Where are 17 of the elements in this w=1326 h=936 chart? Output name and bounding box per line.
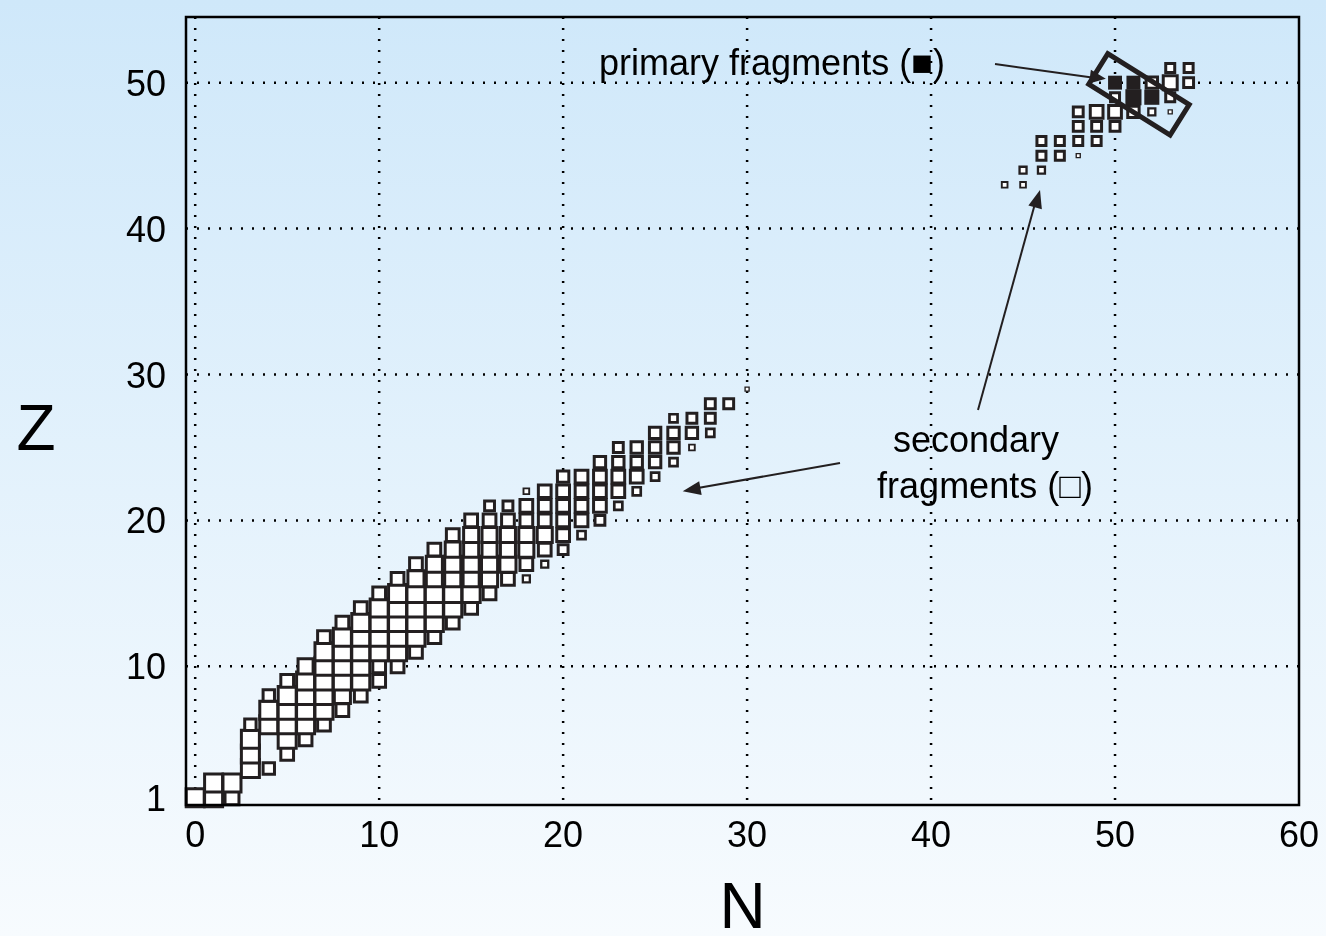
x-axis-title: N	[719, 870, 766, 936]
annotation: primary fragments (■)	[599, 42, 945, 83]
x-tick-label: 10	[359, 814, 400, 855]
annotation: secondary fragments (□)	[877, 419, 1093, 506]
x-tick-label: 50	[1095, 814, 1136, 855]
x-tick-label: 60	[1278, 814, 1320, 855]
y-tick-label: 1	[145, 777, 166, 819]
y-axis-title: Z	[16, 392, 56, 464]
x-tick-label: 30	[727, 814, 768, 855]
x-tick-label: 40	[911, 814, 952, 855]
y-tick-label: 30	[125, 354, 166, 396]
x-tick-label: 0	[185, 814, 206, 855]
y-tick-label: 50	[125, 62, 166, 104]
x-tick-label: 20	[543, 814, 584, 855]
y-tick-label: 40	[125, 208, 166, 250]
y-tick-label: 20	[125, 500, 166, 542]
y-tick-label: 10	[125, 646, 166, 688]
